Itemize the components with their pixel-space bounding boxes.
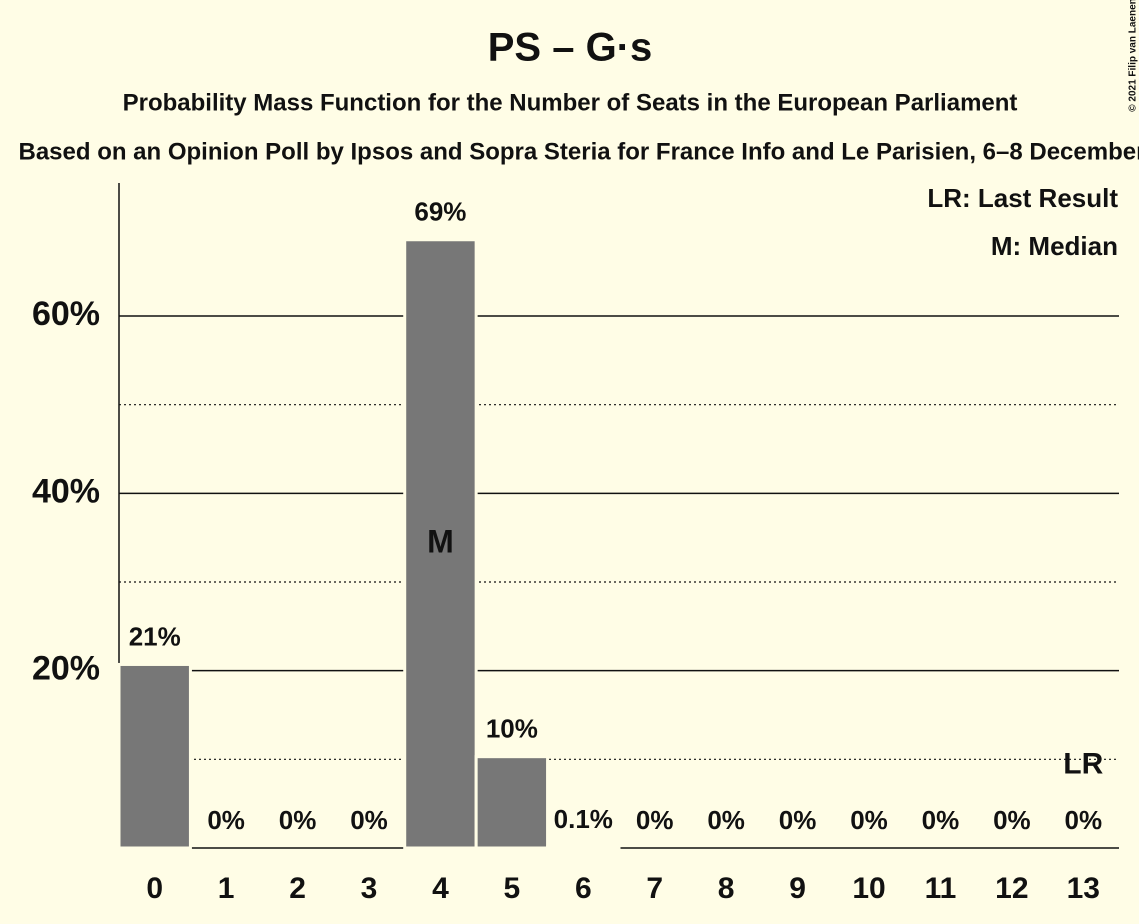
value-label: 0% bbox=[1064, 805, 1102, 835]
x-tick-label: 13 bbox=[1067, 872, 1100, 905]
x-tick-label: 9 bbox=[789, 872, 806, 905]
value-label: 0% bbox=[350, 805, 388, 835]
y-tick-label: 40% bbox=[32, 472, 100, 510]
value-label: 69% bbox=[414, 197, 466, 227]
x-tick-label: 12 bbox=[995, 872, 1028, 905]
chart-subtitle: Based on an Opinion Poll by Ipsos and So… bbox=[18, 138, 1139, 165]
last-result-marker: LR bbox=[1063, 747, 1103, 780]
value-label: 0% bbox=[279, 805, 317, 835]
x-tick-label: 11 bbox=[925, 872, 957, 905]
bar bbox=[474, 755, 550, 850]
value-label: 0% bbox=[779, 805, 817, 835]
value-label: 0% bbox=[922, 805, 960, 835]
x-tick-label: 5 bbox=[504, 872, 521, 905]
value-label: 0% bbox=[707, 805, 745, 835]
x-tick-label: 3 bbox=[361, 872, 378, 905]
y-tick-label: 20% bbox=[32, 650, 100, 688]
median-marker: M bbox=[427, 523, 454, 559]
x-tick-label: 7 bbox=[646, 872, 663, 905]
x-tick-label: 4 bbox=[432, 872, 449, 905]
value-label: 0% bbox=[636, 805, 674, 835]
legend-entry: M: Median bbox=[991, 231, 1118, 261]
chart-subtitle: Probability Mass Function for the Number… bbox=[123, 89, 1018, 116]
x-tick-label: 0 bbox=[146, 872, 163, 905]
value-label: 0% bbox=[207, 805, 245, 835]
x-tick-label: 10 bbox=[852, 872, 885, 905]
value-label: 10% bbox=[486, 714, 538, 744]
value-label: 21% bbox=[129, 621, 181, 651]
x-tick-label: 8 bbox=[718, 872, 735, 905]
bar bbox=[403, 238, 478, 850]
chart-title: PS – G·s bbox=[488, 26, 653, 70]
value-label: 0% bbox=[850, 805, 888, 835]
bar bbox=[117, 662, 192, 850]
x-tick-label: 2 bbox=[289, 872, 306, 905]
bar bbox=[546, 845, 621, 850]
x-tick-label: 1 bbox=[218, 872, 235, 905]
value-label: 0% bbox=[993, 805, 1031, 835]
copyright: © 2021 Filip van Laenen bbox=[1128, 0, 1139, 112]
legend-entry: LR: Last Result bbox=[927, 183, 1118, 213]
x-tick-label: 6 bbox=[575, 872, 592, 905]
value-label: 0.1% bbox=[554, 804, 613, 834]
y-tick-label: 60% bbox=[32, 295, 100, 333]
